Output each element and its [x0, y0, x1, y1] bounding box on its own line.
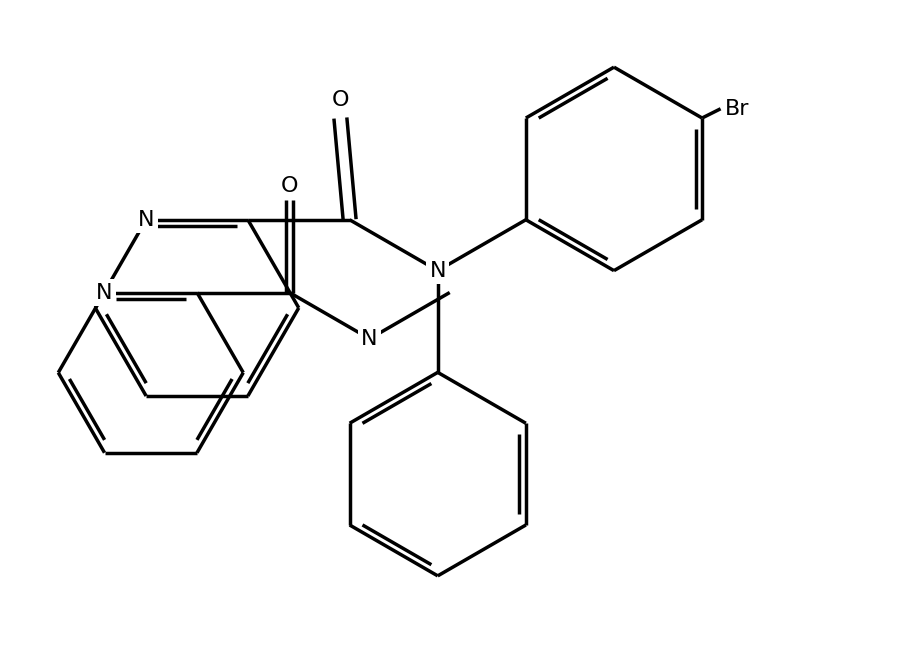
Text: N: N [429, 261, 445, 281]
Text: N: N [138, 210, 154, 230]
Text: N: N [97, 283, 113, 303]
Text: N: N [361, 329, 377, 349]
Text: Br: Br [724, 99, 749, 118]
Text: O: O [281, 176, 298, 196]
Text: O: O [332, 89, 349, 109]
